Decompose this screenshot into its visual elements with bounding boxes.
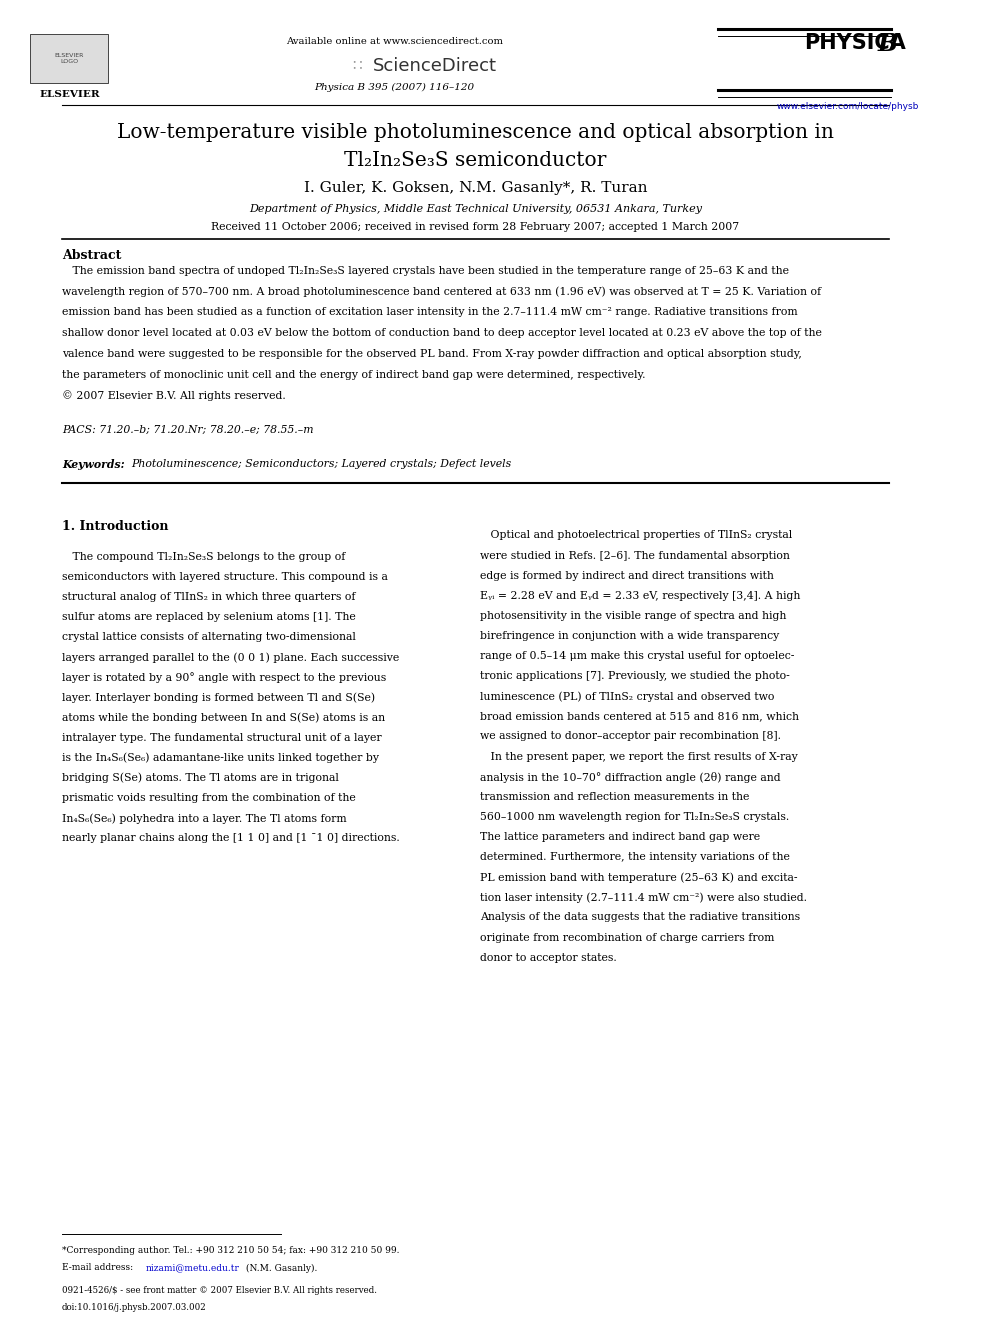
Text: layer. Interlayer bonding is formed between Tl and S(Se): layer. Interlayer bonding is formed betw… — [62, 692, 375, 703]
Text: nearly planar chains along the [1 1 0] and [1 ¯1 0] directions.: nearly planar chains along the [1 1 0] a… — [62, 833, 400, 843]
Text: The lattice parameters and indirect band gap were: The lattice parameters and indirect band… — [480, 832, 760, 841]
Text: tronic applications [7]. Previously, we studied the photo-: tronic applications [7]. Previously, we … — [480, 671, 790, 681]
Text: Analysis of the data suggests that the radiative transitions: Analysis of the data suggests that the r… — [480, 913, 801, 922]
Text: donor to acceptor states.: donor to acceptor states. — [480, 953, 617, 963]
Text: shallow donor level located at 0.03 eV below the bottom of conduction band to de: shallow donor level located at 0.03 eV b… — [62, 328, 821, 339]
Text: were studied in Refs. [2–6]. The fundamental absorption: were studied in Refs. [2–6]. The fundame… — [480, 550, 790, 561]
Text: doi:10.1016/j.physb.2007.03.002: doi:10.1016/j.physb.2007.03.002 — [62, 1303, 206, 1312]
Text: layers arranged parallel to the (0 0 1) plane. Each successive: layers arranged parallel to the (0 0 1) … — [62, 652, 399, 663]
Text: 0921-4526/$ - see front matter © 2007 Elsevier B.V. All rights reserved.: 0921-4526/$ - see front matter © 2007 El… — [62, 1286, 377, 1295]
Text: analysis in the 10–70° diffraction angle (2θ) range and: analysis in the 10–70° diffraction angle… — [480, 771, 781, 783]
Text: (N.M. Gasanly).: (N.M. Gasanly). — [243, 1263, 317, 1273]
Text: I. Guler, K. Goksen, N.M. Gasanly*, R. Turan: I. Guler, K. Goksen, N.M. Gasanly*, R. T… — [304, 181, 647, 196]
Text: we assigned to donor–acceptor pair recombination [8].: we assigned to donor–acceptor pair recom… — [480, 732, 782, 741]
Text: ELSEVIER: ELSEVIER — [39, 90, 100, 99]
Text: *Corresponding author. Tel.: +90 312 210 50 54; fax: +90 312 210 50 99.: *Corresponding author. Tel.: +90 312 210… — [62, 1246, 400, 1256]
Text: structural analog of TlInS₂ in which three quarters of: structural analog of TlInS₂ in which thr… — [62, 591, 355, 602]
Text: E-mail address:: E-mail address: — [62, 1263, 136, 1273]
Text: sulfur atoms are replaced by selenium atoms [1]. The: sulfur atoms are replaced by selenium at… — [62, 611, 355, 622]
Text: prismatic voids resulting from the combination of the: prismatic voids resulting from the combi… — [62, 792, 355, 803]
Text: photosensitivity in the visible range of spectra and high: photosensitivity in the visible range of… — [480, 611, 787, 620]
Text: is the In₄S₆(Se₆) adamantane-like units linked together by: is the In₄S₆(Se₆) adamantane-like units … — [62, 753, 379, 763]
Text: Available online at www.sciencedirect.com: Available online at www.sciencedirect.co… — [286, 37, 503, 46]
Text: valence band were suggested to be responsible for the observed PL band. From X-r: valence band were suggested to be respon… — [62, 349, 802, 359]
Text: edge is formed by indirect and direct transitions with: edge is formed by indirect and direct tr… — [480, 570, 774, 581]
Text: The compound Tl₂In₂Se₃S belongs to the group of: The compound Tl₂In₂Se₃S belongs to the g… — [62, 552, 345, 561]
Text: intralayer type. The fundamental structural unit of a layer: intralayer type. The fundamental structu… — [62, 733, 382, 742]
Text: Low-temperature visible photoluminescence and optical absorption in: Low-temperature visible photoluminescenc… — [117, 123, 834, 142]
Text: Optical and photoelectrical properties of TlInS₂ crystal: Optical and photoelectrical properties o… — [480, 531, 793, 540]
Text: broad emission bands centered at 515 and 816 nm, which: broad emission bands centered at 515 and… — [480, 712, 800, 721]
Text: luminescence (PL) of TlInS₂ crystal and observed two: luminescence (PL) of TlInS₂ crystal and … — [480, 691, 775, 701]
Text: © 2007 Elsevier B.V. All rights reserved.: © 2007 Elsevier B.V. All rights reserved… — [62, 390, 286, 401]
Text: Department of Physics, Middle East Technical University, 06531 Ankara, Turkey: Department of Physics, Middle East Techn… — [249, 204, 702, 214]
Text: originate from recombination of charge carriers from: originate from recombination of charge c… — [480, 933, 775, 942]
Text: PL emission band with temperature (25–63 K) and excita-: PL emission band with temperature (25–63… — [480, 872, 798, 882]
Text: 560–1000 nm wavelength region for Tl₂In₂Se₃S crystals.: 560–1000 nm wavelength region for Tl₂In₂… — [480, 812, 790, 822]
Text: Eᵧᵢ = 2.28 eV and Eᵧd = 2.33 eV, respectively [3,4]. A high: Eᵧᵢ = 2.28 eV and Eᵧd = 2.33 eV, respect… — [480, 590, 801, 601]
Text: layer is rotated by a 90° angle with respect to the previous: layer is rotated by a 90° angle with res… — [62, 672, 386, 683]
Text: ELSEVIER
LOGO: ELSEVIER LOGO — [55, 53, 84, 64]
Text: Tl₂In₂Se₃S semiconductor: Tl₂In₂Se₃S semiconductor — [344, 151, 607, 169]
Text: atoms while the bonding between In and S(Se) atoms is an: atoms while the bonding between In and S… — [62, 712, 385, 722]
Text: range of 0.5–14 μm make this crystal useful for optoelec-: range of 0.5–14 μm make this crystal use… — [480, 651, 795, 662]
Text: Physica B 395 (2007) 116–120: Physica B 395 (2007) 116–120 — [314, 83, 475, 93]
Text: wavelength region of 570–700 nm. A broad photoluminescence band centered at 633 : wavelength region of 570–700 nm. A broad… — [62, 287, 821, 298]
Text: PACS: 71.20.–b; 71.20.Nr; 78.20.–e; 78.55.–m: PACS: 71.20.–b; 71.20.Nr; 78.20.–e; 78.5… — [62, 425, 313, 434]
Text: emission band has been studied as a function of excitation laser intensity in th: emission band has been studied as a func… — [62, 307, 798, 318]
Text: determined. Furthermore, the intensity variations of the: determined. Furthermore, the intensity v… — [480, 852, 790, 863]
Text: Abstract: Abstract — [62, 249, 121, 262]
Text: In the present paper, we report the first results of X-ray: In the present paper, we report the firs… — [480, 751, 798, 762]
Text: Photoluminescence; Semiconductors; Layered crystals; Defect levels: Photoluminescence; Semiconductors; Layer… — [131, 459, 512, 468]
Text: the parameters of monoclinic unit cell and the energy of indirect band gap were : the parameters of monoclinic unit cell a… — [62, 369, 646, 380]
Text: www.elsevier.com/locate/physb: www.elsevier.com/locate/physb — [777, 102, 919, 111]
Text: birefringence in conjunction with a wide transparency: birefringence in conjunction with a wide… — [480, 631, 780, 640]
Text: semiconductors with layered structure. This compound is a: semiconductors with layered structure. T… — [62, 572, 388, 582]
Text: ∷: ∷ — [352, 57, 361, 71]
Text: tion laser intensity (2.7–111.4 mW cm⁻²) were also studied.: tion laser intensity (2.7–111.4 mW cm⁻²)… — [480, 893, 807, 902]
Text: PHYSICA: PHYSICA — [805, 33, 907, 53]
Text: The emission band spectra of undoped Tl₂In₂Se₃S layered crystals have been studi: The emission band spectra of undoped Tl₂… — [62, 266, 789, 277]
Text: nizami@metu.edu.tr: nizami@metu.edu.tr — [146, 1263, 239, 1273]
Text: ScienceDirect: ScienceDirect — [373, 57, 497, 75]
Text: bridging S(Se) atoms. The Tl atoms are in trigonal: bridging S(Se) atoms. The Tl atoms are i… — [62, 773, 338, 783]
Text: 1. Introduction: 1. Introduction — [62, 520, 169, 533]
Text: In₄S₆(Se₆) polyhedra into a layer. The Tl atoms form: In₄S₆(Se₆) polyhedra into a layer. The T… — [62, 812, 346, 823]
Text: Received 11 October 2006; received in revised form 28 February 2007; accepted 1 : Received 11 October 2006; received in re… — [211, 222, 740, 233]
Text: B: B — [878, 32, 898, 56]
Bar — [31, 34, 108, 83]
Text: crystal lattice consists of alternating two-dimensional: crystal lattice consists of alternating … — [62, 632, 356, 642]
Text: transmission and reflection measurements in the: transmission and reflection measurements… — [480, 791, 750, 802]
Text: Keywords:: Keywords: — [62, 459, 128, 470]
